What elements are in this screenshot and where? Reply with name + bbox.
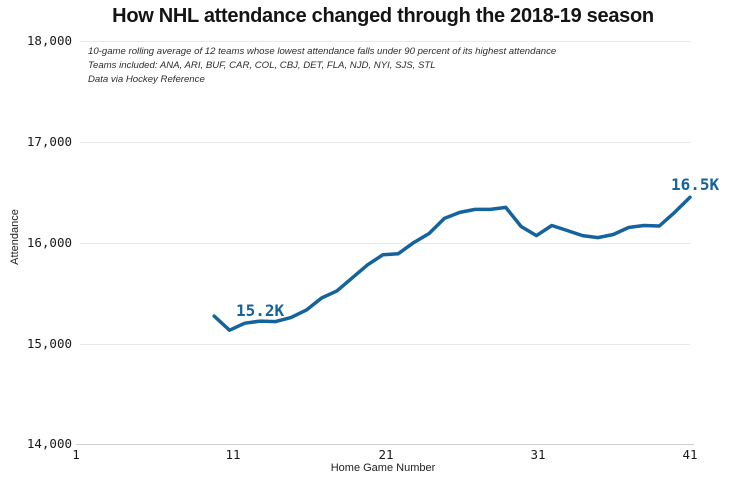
x-axis-title: Home Game Number: [330, 462, 436, 474]
gridline: [80, 344, 690, 345]
y-axis-title: Attendance: [9, 209, 21, 265]
y-axis-tick-label: 14,000: [26, 436, 72, 451]
annotation-start-value: 15.2K: [236, 301, 285, 320]
x-axis-tick-label: 31: [530, 447, 546, 462]
chart-subtitle-line-1: 10-game rolling average of 12 teams whos…: [88, 46, 557, 57]
chart-subtitle: 10-game rolling average of 12 teams whos…: [88, 45, 648, 87]
y-axis-tick-label: 17,000: [26, 134, 72, 149]
gridline: [80, 41, 690, 42]
x-axis-tick-label: 11: [225, 447, 241, 462]
chart-title: How NHL attendance changed through the 2…: [112, 5, 654, 27]
chart-subtitle-line-3: Data via Hockey Reference: [88, 74, 205, 85]
attendance-line: [212, 195, 692, 332]
gridline: [80, 142, 690, 143]
y-axis-tick-label: 15,000: [26, 336, 72, 351]
y-axis-tick-label: 18,000: [26, 33, 72, 48]
x-axis-tick-label: 21: [378, 447, 394, 462]
gridline: [80, 243, 690, 244]
chart-subtitle-line-2: Teams included: ANA, ARI, BUF, CAR, COL,…: [88, 60, 436, 71]
x-axis-tick-label: 1: [72, 447, 80, 462]
annotation-end-value: 16.5K: [671, 175, 720, 194]
x-axis-line: [76, 444, 694, 445]
y-axis-tick-label: 16,000: [26, 235, 72, 250]
x-axis-tick-label: 41: [682, 447, 698, 462]
